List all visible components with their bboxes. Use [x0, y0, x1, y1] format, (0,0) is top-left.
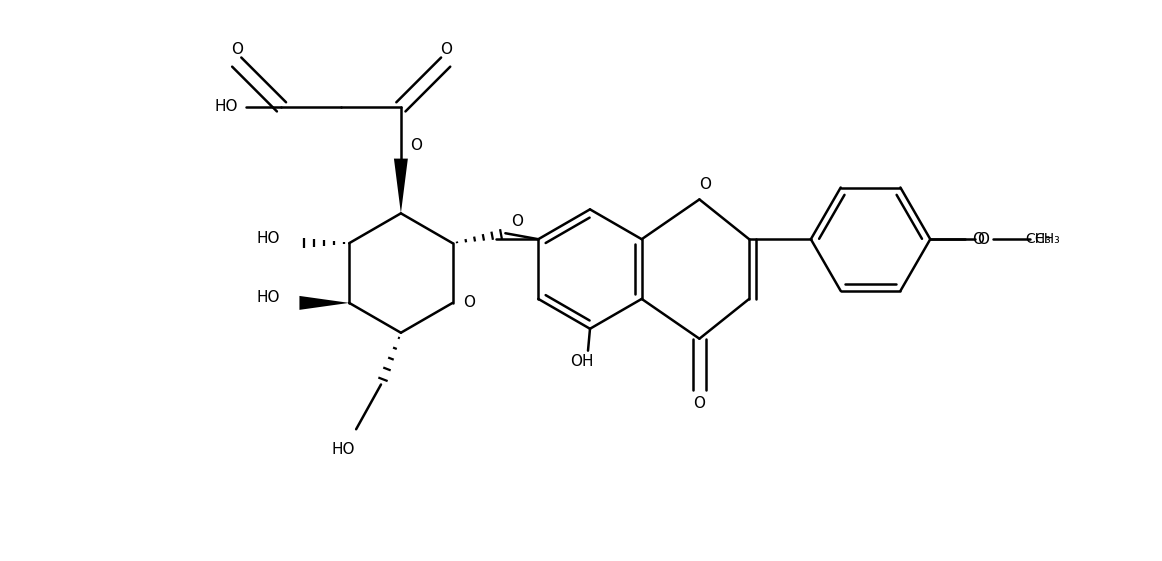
Text: O: O	[439, 42, 452, 57]
Text: O: O	[464, 296, 475, 310]
Text: CH₃: CH₃	[1034, 232, 1060, 246]
Text: O: O	[700, 177, 711, 192]
Text: HO: HO	[214, 99, 237, 114]
Text: HO: HO	[256, 231, 280, 246]
Text: HO: HO	[256, 291, 280, 305]
Text: OH: OH	[571, 354, 594, 369]
Polygon shape	[300, 296, 350, 310]
Text: O: O	[410, 138, 422, 153]
Text: O: O	[977, 232, 989, 247]
Text: CH₃: CH₃	[1025, 232, 1050, 246]
Polygon shape	[394, 159, 408, 213]
Text: O: O	[231, 42, 243, 57]
Text: O: O	[694, 396, 705, 411]
Text: O: O	[511, 214, 523, 229]
Text: HO: HO	[331, 442, 354, 457]
Text: O: O	[973, 232, 984, 247]
